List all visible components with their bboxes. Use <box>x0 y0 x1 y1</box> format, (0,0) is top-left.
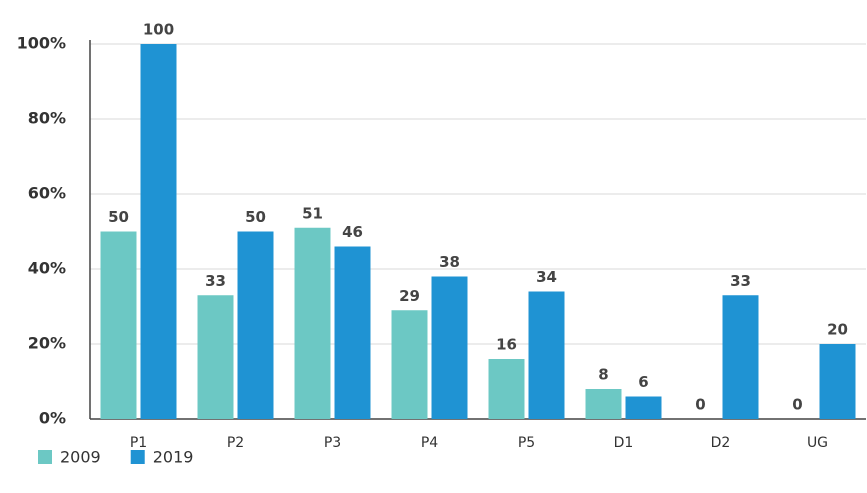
bar <box>197 295 234 419</box>
y-tick-label: 100% <box>17 34 66 53</box>
bar <box>391 310 428 419</box>
bar <box>585 389 622 419</box>
bar <box>334 246 371 419</box>
legend-label: 2019 <box>153 448 194 467</box>
value-label: 6 <box>638 373 648 391</box>
y-tick-label: 20% <box>28 334 66 353</box>
bar <box>140 44 177 419</box>
legend-swatch <box>130 450 145 464</box>
legend-label: 2009 <box>60 448 101 467</box>
x-tick-label: P2 <box>227 435 244 451</box>
y-tick-label: 40% <box>28 259 66 278</box>
value-label: 33 <box>205 272 226 290</box>
bar <box>100 231 137 419</box>
x-tick-label: UG <box>807 435 828 451</box>
value-label: 29 <box>399 287 420 305</box>
x-tick-label: P3 <box>324 435 341 451</box>
bar <box>237 231 274 419</box>
bar <box>819 344 856 419</box>
value-label: 100 <box>143 21 174 39</box>
legend-swatch <box>38 450 52 464</box>
bar <box>625 396 662 419</box>
value-label: 51 <box>302 204 323 222</box>
bar <box>488 359 525 419</box>
value-label: 0 <box>695 396 705 414</box>
bar <box>294 227 331 419</box>
x-tick-label: D2 <box>711 435 731 451</box>
value-label: 20 <box>827 321 848 339</box>
value-label: 8 <box>598 366 608 384</box>
value-label: 50 <box>245 208 266 226</box>
value-label: 38 <box>439 253 460 271</box>
value-label: 33 <box>730 272 751 290</box>
y-tick-label: 0% <box>39 409 66 428</box>
x-tick-label: P4 <box>421 435 438 451</box>
x-tick-label: D1 <box>614 435 634 451</box>
value-label: 50 <box>108 208 129 226</box>
value-label: 46 <box>342 223 363 241</box>
bar <box>431 276 468 419</box>
value-label: 16 <box>496 336 517 354</box>
bar <box>722 295 759 419</box>
y-tick-label: 60% <box>28 184 66 203</box>
bar <box>528 291 565 419</box>
value-label: 34 <box>536 268 557 286</box>
x-tick-label: P5 <box>518 435 535 451</box>
value-label: 0 <box>792 396 802 414</box>
x-tick-label: P1 <box>130 435 147 451</box>
y-tick-label: 80% <box>28 109 66 128</box>
